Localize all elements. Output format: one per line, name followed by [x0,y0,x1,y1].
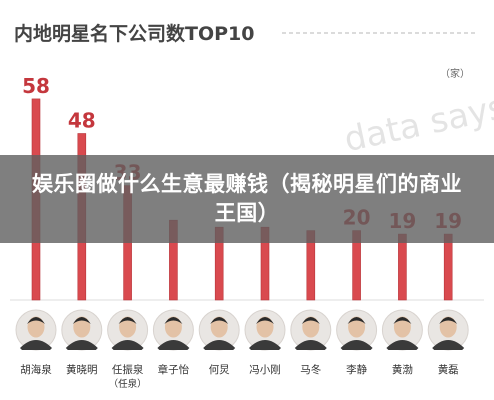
unit-label: （家） [440,67,470,80]
headline-text: 娱乐圈做什么生意最赚钱（揭秘明星们的商业王国） [32,172,462,225]
category-label-5: 何炅 [209,363,230,376]
chart-title: 内地明星名下公司数TOP10 [14,22,254,45]
portrait-6-icon [244,309,286,351]
portrait-4-icon [152,309,194,351]
portrait-5-icon [198,309,240,351]
category-label-3: 任振泉 [112,363,144,376]
watermark-text: data says [341,87,494,160]
headline-banner: 娱乐圈做什么生意最赚钱（揭秘明星们的商业王国） [0,155,494,243]
category-label-6: 冯小刚 [249,364,281,376]
category-note-3: （任泉） [109,378,147,390]
category-label-8: 李静 [346,363,367,376]
category-label-10: 黄磊 [438,363,459,376]
portrait-1-icon [15,309,57,351]
value-label-1: 58 [22,74,50,98]
bar-10 [443,233,453,301]
portrait-9-icon [381,309,423,351]
category-label-1: 胡海泉 [20,363,52,376]
portrait-2-icon [61,309,103,351]
category-label-7: 马冬 [300,363,321,376]
portrait-10-icon [427,309,469,351]
portrait-7-icon [290,309,332,351]
portrait-3-icon [107,309,149,351]
category-label-4: 章子怡 [158,363,190,376]
bar-9 [398,233,407,301]
category-label-2: 黄晓明 [66,363,98,376]
value-label-2: 48 [68,109,96,133]
portrait-8-icon [336,309,378,351]
category-label-9: 黄渤 [392,363,413,376]
